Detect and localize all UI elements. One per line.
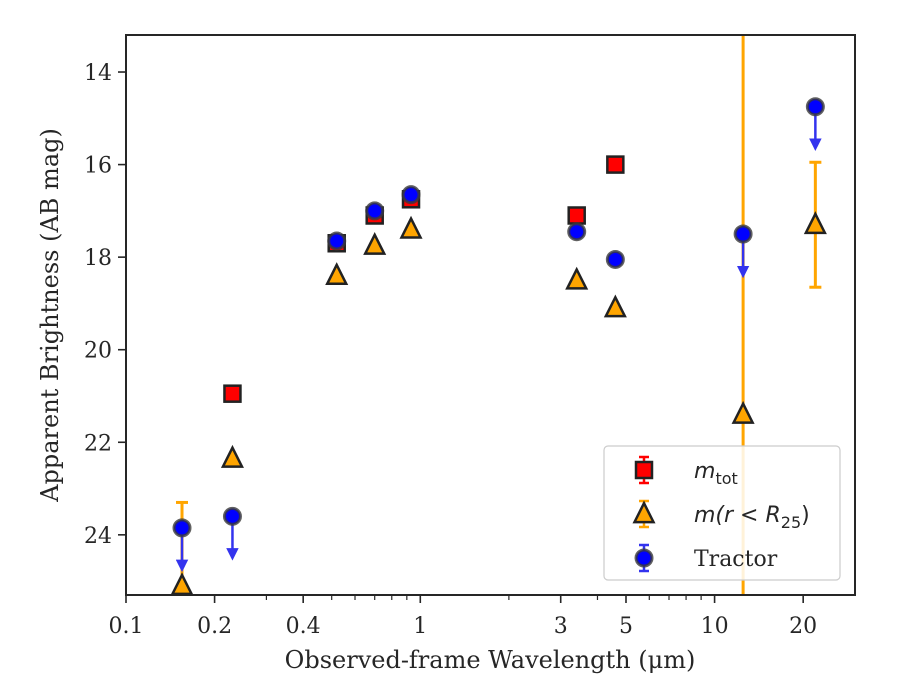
circle-point <box>733 224 753 244</box>
y-tick-label: 22 <box>84 431 112 456</box>
triangle-point <box>363 231 387 255</box>
y-tick-label: 24 <box>84 524 112 549</box>
triangle-point <box>565 266 589 290</box>
legend-frame <box>603 445 841 581</box>
legend-marker <box>634 548 654 568</box>
circle-point <box>567 222 587 242</box>
x-tick-label: 20 <box>789 614 817 639</box>
x-tick-label: 0.2 <box>197 614 232 639</box>
legend: mtot m(r < R25) Tractor <box>603 445 841 581</box>
y-tick-label: 20 <box>84 339 112 364</box>
x-tick-label: 0.1 <box>109 614 144 639</box>
x-tick-label: 0.4 <box>286 614 321 639</box>
triangle-point <box>220 444 244 468</box>
square-point <box>606 155 625 174</box>
circle-point <box>222 506 242 526</box>
ticks-layer: 0.1 0.2 0.4 1 3 5 10 20 14 16 18 20 22 24 <box>84 61 817 639</box>
circle-point <box>401 185 421 205</box>
triangle-point <box>803 211 827 235</box>
marks-layer <box>170 35 827 596</box>
x-tick-label: 1 <box>413 614 427 639</box>
y-tick-label: 14 <box>84 61 112 86</box>
legend-marker <box>632 500 656 524</box>
y-tick-label: 16 <box>84 154 112 179</box>
square-point <box>567 206 586 225</box>
triangle-point <box>325 262 349 286</box>
legend-marker <box>634 460 654 480</box>
circle-point <box>805 97 825 117</box>
circle-point <box>172 518 192 538</box>
series-triangle <box>170 35 827 596</box>
y-tick-label: 18 <box>84 246 112 271</box>
x-axis-label: Observed-frame Wavelength (μm) <box>285 646 696 674</box>
series-square <box>223 155 625 403</box>
triangle-point <box>170 572 194 596</box>
legend-label: Tractor <box>694 547 778 572</box>
triangle-point <box>603 294 627 318</box>
x-tick-label: 10 <box>701 614 729 639</box>
x-tick-label: 3 <box>554 614 568 639</box>
y-axis-label: Apparent Brightness (AB mag) <box>36 128 64 503</box>
circle-point <box>365 201 385 221</box>
triangle-point <box>731 400 755 424</box>
triangle-point <box>399 215 423 239</box>
circle-point <box>327 231 347 251</box>
plot-frame <box>125 34 856 596</box>
square-point <box>223 384 242 403</box>
series-circle <box>172 97 825 573</box>
x-tick-label: 5 <box>619 614 633 639</box>
legend-label: mtot <box>694 459 738 488</box>
legend-label: m(r < R25) <box>694 503 810 532</box>
circle-point <box>605 249 625 269</box>
